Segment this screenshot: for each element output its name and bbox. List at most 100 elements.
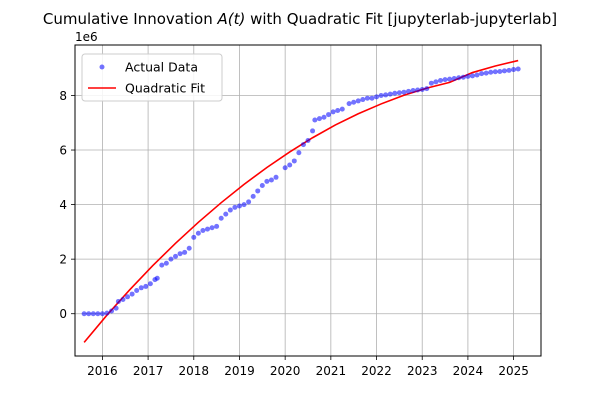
data-point xyxy=(287,162,293,168)
data-point xyxy=(330,109,336,115)
data-point xyxy=(120,297,126,303)
data-point xyxy=(351,99,357,105)
data-point xyxy=(264,178,270,184)
data-point xyxy=(483,70,489,76)
data-point xyxy=(209,225,215,231)
data-point xyxy=(109,308,115,314)
x-tick-label: 2024 xyxy=(453,364,484,378)
data-point xyxy=(339,106,345,112)
data-point xyxy=(200,228,206,234)
data-point xyxy=(191,234,197,240)
data-point xyxy=(154,275,160,281)
data-point xyxy=(86,311,92,317)
data-point xyxy=(113,305,119,311)
data-point xyxy=(374,94,380,100)
data-point xyxy=(227,207,233,213)
data-point xyxy=(456,75,462,81)
y-offset-label: 1e6 xyxy=(75,30,98,44)
quadratic-fit-series xyxy=(83,59,519,343)
data-point xyxy=(383,92,389,98)
data-point xyxy=(236,203,242,209)
data-point xyxy=(497,68,503,74)
data-point xyxy=(401,89,407,95)
legend-label-quadratic-fit: Quadratic Fit xyxy=(125,81,205,96)
data-point xyxy=(273,174,279,180)
data-point xyxy=(451,76,457,82)
data-point xyxy=(415,87,421,93)
data-point xyxy=(125,294,131,300)
legend: Actual Data Quadratic Fit xyxy=(81,53,223,102)
data-point xyxy=(310,128,316,134)
data-point xyxy=(437,77,443,83)
data-point xyxy=(335,107,341,113)
plot-frame xyxy=(74,44,542,357)
data-point xyxy=(369,95,375,101)
data-point xyxy=(168,256,174,262)
chart-title-suffix: with Quadratic Fit [jupyterlab-jupyterla… xyxy=(245,10,557,28)
x-tick-label: 2019 xyxy=(224,364,255,378)
data-point xyxy=(250,193,256,199)
data-point xyxy=(195,230,201,236)
data-point xyxy=(104,310,110,316)
x-tick-label: 2022 xyxy=(361,364,392,378)
data-point xyxy=(506,67,512,73)
data-point xyxy=(90,311,96,317)
grid xyxy=(75,45,541,356)
data-point xyxy=(424,86,430,92)
data-point xyxy=(387,91,393,97)
data-point xyxy=(419,86,425,92)
data-point xyxy=(218,215,224,221)
data-point xyxy=(364,95,370,101)
data-point xyxy=(321,114,327,120)
data-point xyxy=(291,158,297,164)
data-point xyxy=(223,211,229,217)
data-point xyxy=(355,98,361,104)
y-tick-label: 8 xyxy=(59,89,67,103)
data-point xyxy=(268,177,274,183)
chart-title-prefix: Cumulative Innovation xyxy=(43,10,218,28)
x-tick-label: 2016 xyxy=(87,364,118,378)
data-point xyxy=(305,137,311,143)
data-point xyxy=(316,116,322,122)
x-tick-label: 2017 xyxy=(133,364,164,378)
data-point xyxy=(232,204,238,210)
data-point xyxy=(346,101,352,107)
x-tick-label: 2025 xyxy=(498,364,529,378)
data-point xyxy=(469,73,475,79)
data-point xyxy=(447,76,453,82)
data-point xyxy=(143,283,149,289)
data-point xyxy=(173,253,179,259)
data-point xyxy=(501,68,507,74)
data-point xyxy=(492,69,498,75)
data-point xyxy=(479,71,485,77)
data-point xyxy=(511,67,517,73)
data-point xyxy=(115,298,121,304)
data-point xyxy=(134,288,140,294)
data-point xyxy=(204,226,210,232)
y-tick-label: 4 xyxy=(59,198,67,212)
data-point xyxy=(396,90,402,96)
data-point xyxy=(95,311,101,317)
data-point xyxy=(515,66,521,72)
y-tick-label: 2 xyxy=(59,253,67,267)
data-point xyxy=(378,92,384,98)
data-point xyxy=(177,251,183,257)
data-point xyxy=(182,249,188,255)
data-point xyxy=(465,73,471,79)
x-axis: 2016 2017 2018 2019 2020 2021 2022 2023 2024 2025 xyxy=(87,356,529,378)
legend-label-actual-data: Actual Data xyxy=(125,60,198,75)
data-point xyxy=(326,112,332,118)
data-point xyxy=(129,291,135,297)
data-point xyxy=(460,74,466,80)
data-point xyxy=(214,223,220,229)
data-point xyxy=(241,202,247,208)
data-point xyxy=(282,165,288,171)
y-tick-label: 6 xyxy=(59,144,67,158)
x-tick-label: 2021 xyxy=(316,364,347,378)
data-point xyxy=(138,285,144,291)
legend-marker-actual-data xyxy=(99,64,105,70)
data-point xyxy=(410,88,416,94)
legend-box xyxy=(81,53,223,102)
data-point xyxy=(259,182,265,188)
